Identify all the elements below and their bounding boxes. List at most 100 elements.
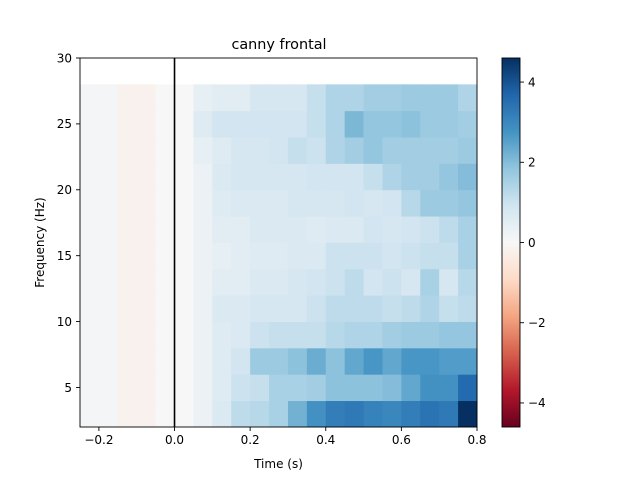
heatmap-cell [401,295,421,322]
heatmap-cell [231,295,251,322]
heatmap-cell [250,84,270,112]
heatmap-cell [439,374,459,402]
y-tick-label: 30 [57,51,72,65]
heatmap-cell [174,163,194,191]
heatmap-cell [212,347,232,375]
y-tick-label: 25 [57,117,72,131]
colorbar-tick-label: −2 [528,316,546,330]
colorbar [501,57,521,428]
heatmap-cell [193,242,213,270]
heatmap-cell [117,216,138,243]
heatmap-cell [344,242,364,270]
heatmap-cell [344,110,364,138]
heatmap-cell [212,295,232,322]
heatmap-cell [325,137,346,164]
heatmap-cell [382,295,402,322]
heatmap-cell [420,189,440,217]
heatmap-cell [193,347,213,375]
heatmap-cell [155,295,175,322]
heatmap-cell [401,347,421,375]
heatmap-cell [287,347,308,375]
x-tick-label: −0.2 [84,433,113,447]
heatmap-cell [325,321,346,349]
heatmap-cell [439,321,459,349]
heatmap-cell [250,400,270,428]
heatmap-cell [382,321,402,349]
heatmap-cell [344,137,364,164]
heatmap-cell [363,242,383,270]
heatmap-cell [458,84,478,112]
heatmap-cell [458,400,478,428]
heatmap-cell [325,84,346,112]
heatmap-cell [306,216,327,243]
heatmap-cell [458,374,478,402]
heatmap-cell [98,268,119,296]
heatmap-cell [269,163,289,191]
heatmap-cell [439,347,459,375]
heatmap-cell [136,189,157,217]
heatmap-cell [401,268,421,296]
heatmap-cell [306,374,327,402]
heatmap-cell [287,163,308,191]
heatmap-cell [439,268,459,296]
heatmap-cell [458,137,478,164]
heatmap-cell [80,110,100,138]
heatmap-cell [420,216,440,243]
heatmap-cell [401,216,421,243]
heatmap-cell [231,374,251,402]
heatmap-cell [155,84,175,112]
heatmap-cell [269,110,289,138]
heatmap-cell [155,163,175,191]
heatmap-cell [80,400,100,428]
colorbar-tick-label: 2 [528,156,536,170]
heatmap-cell [98,137,119,164]
heatmap-cell [420,242,440,270]
heatmap-cell [155,216,175,243]
heatmap-cell [325,216,346,243]
heatmap-cell [344,295,364,322]
heatmap-cell [420,321,440,349]
heatmap-cell [155,347,175,375]
heatmap-cell [136,216,157,243]
heatmap-cell [269,295,289,322]
heatmap-cell [174,400,194,428]
heatmap-cell [231,216,251,243]
heatmap-cell [80,216,100,243]
colorbar-tick-label: 0 [528,236,536,250]
heatmap-cell [155,374,175,402]
heatmap-cell [306,400,327,428]
x-tick-label: 0.8 [467,433,486,447]
colorbar-tick-label: 4 [528,75,536,89]
heatmap-cell [382,268,402,296]
heatmap-cell [439,295,459,322]
heatmap-cell [458,216,478,243]
heatmap-cell [306,295,327,322]
heatmap-cell [136,295,157,322]
heatmap-cell [80,84,100,112]
heatmap-cell [117,242,138,270]
heatmap-cell [136,268,157,296]
heatmap-cell [117,110,138,138]
heatmap-cell [136,347,157,375]
heatmap-cell [250,110,270,138]
heatmap-cell [420,400,440,428]
heatmap-cell [231,189,251,217]
heatmap-cell [382,84,402,112]
heatmap-cell [155,110,175,138]
y-tick-label: 20 [57,183,72,197]
colorbar-tick-label: −4 [528,396,546,410]
heatmap-cell [212,84,232,112]
heatmap-cell [136,163,157,191]
heatmap-cell [287,295,308,322]
heatmap-cell [193,216,213,243]
heatmap-cell [80,163,100,191]
heatmap-cell [287,84,308,112]
heatmap-cell [306,189,327,217]
x-axis-ticks: −0.2 0.0 0.2 0.4 0.6 0.8 [84,427,487,447]
heatmap-cell [231,268,251,296]
heatmap-cell [250,189,270,217]
heatmap-cell [193,189,213,217]
heatmap-cell [212,242,232,270]
heatmap-cell [306,84,327,112]
